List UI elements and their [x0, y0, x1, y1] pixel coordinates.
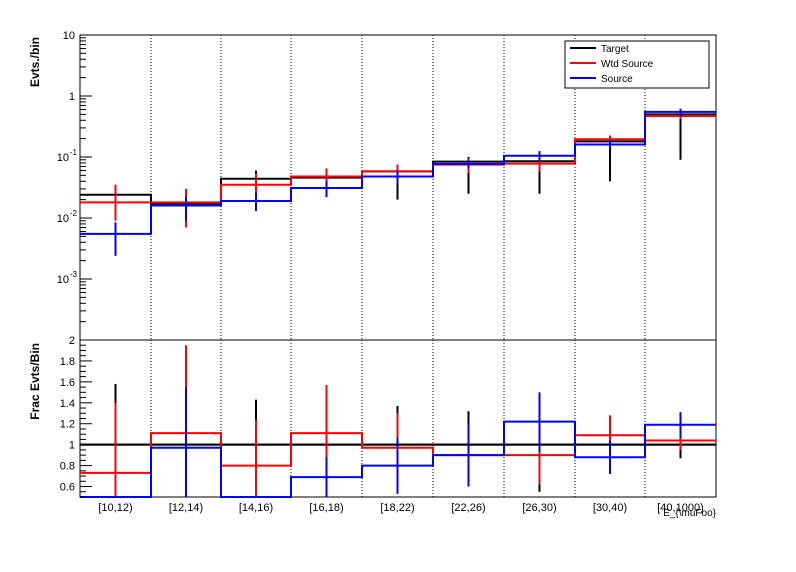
- x-tick-label: [40,1000): [657, 502, 703, 514]
- y-tick-label: 2: [69, 335, 75, 347]
- x-axis-label: E_{\muFoo}: [663, 508, 716, 519]
- top-series-group: [80, 108, 716, 256]
- bottom-y-axis-label: Frac Evts/Bin: [28, 343, 42, 420]
- y-tick-label: 1: [69, 440, 75, 452]
- y-tick-label: 10: [63, 30, 75, 42]
- x-tick-label: [16,18): [309, 502, 343, 514]
- series-source: [80, 108, 716, 256]
- legend-label: Target: [601, 44, 629, 55]
- y-tick-label: 0.6: [60, 482, 75, 494]
- legend-label: Wtd Source: [601, 59, 654, 70]
- y-tick-label: 10: [57, 152, 69, 164]
- y-tick-label: 1.6: [60, 377, 75, 389]
- y-tick-label: 1.8: [60, 356, 75, 368]
- legend-label: Source: [601, 74, 633, 85]
- x-tick-label: [26,30): [522, 502, 556, 514]
- x-axis: [10,12) [12,14) [14,16) [16,18) [18,22) [22,2…: [98, 502, 703, 514]
- bottom-y-axis: 2 1.8 1.6 1.4 1.2 1 0.8 0.6: [60, 335, 92, 498]
- top-y-axis-label: Evts./bin: [28, 37, 42, 87]
- y-tick-label: 10: [57, 213, 69, 225]
- legend: Target Wtd Source Source: [564, 40, 710, 89]
- y-tick-label: 10: [57, 274, 69, 286]
- x-tick-label: [12,14): [169, 502, 203, 514]
- y-tick-exponent: -2: [70, 209, 78, 218]
- y-tick-exponent: -1: [70, 148, 78, 157]
- x-tick-label: [14,16): [239, 502, 273, 514]
- x-tick-label: [10,12): [98, 502, 132, 514]
- x-tick-label: [30,40): [593, 502, 627, 514]
- x-tick-label: [22,26): [451, 502, 485, 514]
- series-source: [80, 387, 716, 498]
- y-tick-label: 1: [69, 91, 75, 103]
- y-tick-exponent: -3: [70, 270, 78, 279]
- series-step-line: [80, 432, 716, 474]
- bottom-vertical-gridlines: [150, 340, 646, 497]
- x-tick-label: [18,22): [380, 502, 414, 514]
- y-tick-label: 1.2: [60, 419, 75, 431]
- y-tick-label: 1.4: [60, 398, 75, 410]
- bottom-series-group: [80, 345, 716, 498]
- y-tick-label: 0.8: [60, 461, 75, 473]
